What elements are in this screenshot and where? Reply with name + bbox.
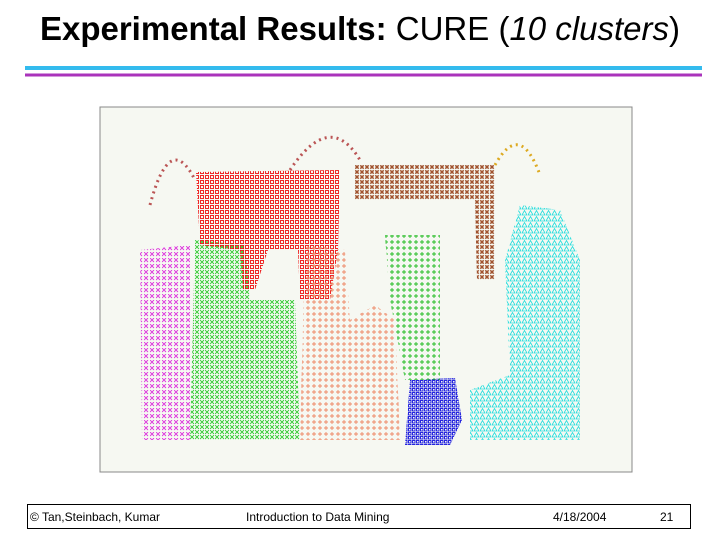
- footer-page: 21: [660, 510, 674, 524]
- title-close: ): [669, 10, 681, 47]
- title-plain: CURE (: [395, 10, 510, 47]
- title-bold: Experimental Results:: [39, 10, 387, 47]
- clusters: [140, 135, 580, 445]
- footer-course: Introduction to Data Mining: [246, 510, 390, 524]
- footer: © Tan,Steinbach, Kumar Introduction to D…: [27, 504, 691, 529]
- footer-date: 4/18/2004: [553, 510, 607, 524]
- footer-authors: © Tan,Steinbach, Kumar: [30, 510, 161, 524]
- slide-graphics: [25, 66, 702, 473]
- title-italic: 10 clusters: [509, 10, 670, 47]
- slide-title: Experimental Results: CURE (10 clusters): [0, 10, 720, 48]
